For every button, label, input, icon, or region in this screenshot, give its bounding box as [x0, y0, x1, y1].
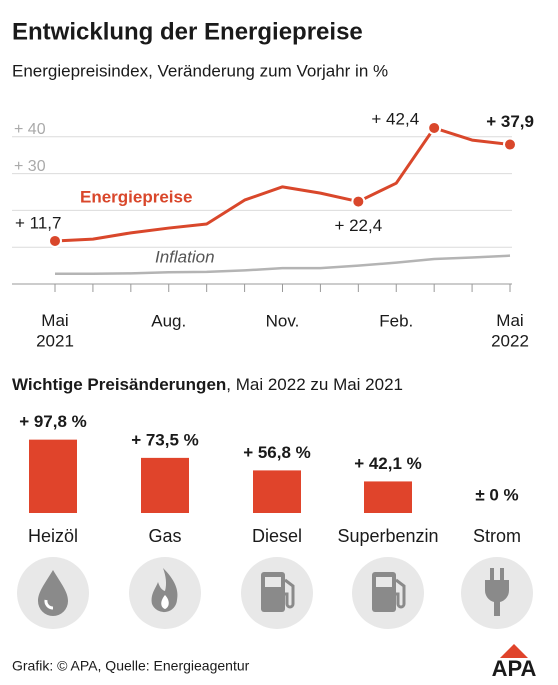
- plug-icon: [461, 557, 533, 629]
- category-label: Superbenzin: [337, 526, 438, 546]
- pump-hose: [395, 578, 406, 609]
- pump-icon: [241, 557, 313, 629]
- value-label: + 37,9: [486, 112, 534, 131]
- value-label: + 97,8 %: [19, 412, 87, 431]
- value-label: + 42,1 %: [354, 454, 422, 473]
- x-tick-label: Nov.: [266, 311, 300, 330]
- x-tick-label: Aug.: [151, 311, 186, 330]
- bar-chart-title: Wichtige Preisänderungen, Mai 2022 zu Ma…: [12, 375, 403, 394]
- logo-triangle: [500, 644, 528, 658]
- value-label: ± 0 %: [475, 485, 518, 504]
- point: [503, 137, 517, 152]
- series-label: Energiepreise: [80, 187, 192, 206]
- category-label: Gas: [148, 526, 181, 546]
- logo: APA: [492, 656, 537, 681]
- footer-source: Grafik: © APA, Quelle: Energieagentur: [12, 658, 250, 674]
- value-label: + 11,7: [15, 213, 61, 232]
- y-tick-label: + 40: [14, 121, 46, 138]
- line-series: [54, 126, 511, 243]
- line-series: [55, 254, 511, 275]
- point: [427, 120, 442, 135]
- x-tick-label: Mai 2022: [491, 311, 529, 350]
- point: [351, 194, 366, 209]
- bar-subtitle: , Mai 2022 zu Mai 2021: [226, 375, 403, 394]
- category-label: Strom: [473, 526, 521, 546]
- plug-body: [484, 580, 510, 616]
- pump-window: [376, 577, 392, 587]
- pump-icon: [352, 557, 424, 629]
- point: [48, 233, 62, 248]
- plug-pin: [500, 568, 504, 580]
- flame-icon: [151, 568, 178, 613]
- bar-title: Wichtige Preisänderungen: [12, 375, 226, 394]
- bar: [253, 470, 301, 513]
- icons: [17, 557, 533, 629]
- chart-title: Entwicklung der Energiepreise: [12, 18, 363, 45]
- value-label: + 22,4: [334, 216, 382, 235]
- value-label: + 56,8 %: [243, 443, 311, 462]
- bar: [141, 457, 189, 513]
- plug-pin: [490, 568, 494, 580]
- x-tick-label: Feb.: [379, 311, 413, 330]
- series-label: Inflation: [155, 247, 215, 266]
- chart-subtitle: Energiepreisindex, Veränderung zum Vorja…: [12, 61, 388, 80]
- category-label: Diesel: [252, 526, 302, 546]
- bar: [29, 439, 77, 513]
- category-label: Heizöl: [28, 526, 78, 546]
- flame-inner: [161, 595, 169, 609]
- pump-hose: [284, 578, 295, 609]
- value-label: + 73,5 %: [131, 430, 199, 449]
- y-tick-label: + 30: [14, 158, 46, 175]
- bar: [364, 481, 412, 513]
- pump-window: [265, 577, 281, 587]
- x-tick-label: Mai 2021: [36, 311, 74, 350]
- drop-highlight: [44, 599, 54, 610]
- value-label: + 42,4: [371, 109, 419, 128]
